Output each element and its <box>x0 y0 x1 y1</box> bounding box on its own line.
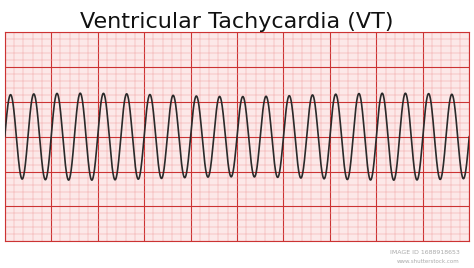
Text: shutterstock·: shutterstock· <box>14 250 108 262</box>
Text: IMAGE ID 1688918653: IMAGE ID 1688918653 <box>390 250 460 255</box>
Text: Ventricular Tachycardia (VT): Ventricular Tachycardia (VT) <box>80 12 394 32</box>
Text: www.shutterstock.com: www.shutterstock.com <box>397 259 460 265</box>
